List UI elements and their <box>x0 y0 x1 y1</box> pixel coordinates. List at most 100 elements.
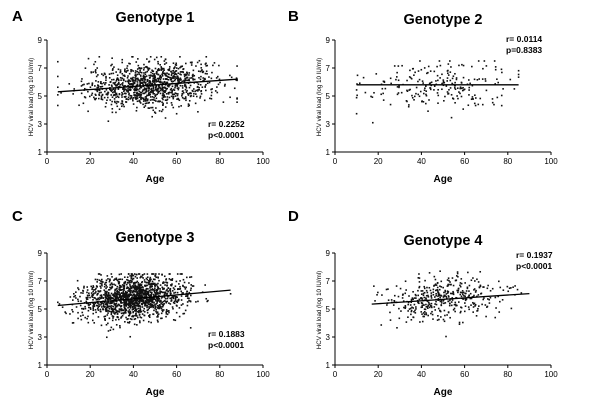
data-point <box>120 102 123 105</box>
data-point <box>92 285 95 287</box>
data-point <box>168 273 171 275</box>
data-point <box>114 94 116 96</box>
data-point <box>135 304 137 307</box>
data-point <box>134 95 136 97</box>
data-point <box>393 294 396 297</box>
data-point <box>172 319 175 321</box>
data-point <box>80 300 82 302</box>
data-point <box>73 295 75 298</box>
data-point <box>130 275 133 278</box>
data-point <box>162 282 165 284</box>
data-point <box>147 83 149 85</box>
data-point <box>149 82 152 84</box>
data-point <box>473 288 476 290</box>
data-point <box>177 78 179 81</box>
data-point <box>130 277 133 280</box>
y-tick-label: 3 <box>326 120 331 129</box>
data-point <box>95 71 97 74</box>
data-point <box>158 77 161 80</box>
data-point <box>98 290 101 293</box>
data-point <box>169 303 172 305</box>
data-point <box>165 311 167 314</box>
x-tick-label: 100 <box>256 370 270 379</box>
data-point <box>153 93 156 95</box>
data-point <box>135 290 137 293</box>
data-point <box>412 307 415 309</box>
data-point <box>438 288 441 291</box>
data-point <box>133 299 136 301</box>
data-point <box>430 312 432 315</box>
data-point <box>110 72 113 75</box>
data-point <box>424 308 427 311</box>
data-point <box>165 279 167 281</box>
data-point <box>94 278 97 281</box>
data-point <box>445 297 448 299</box>
data-point <box>92 307 94 310</box>
data-point <box>140 86 143 89</box>
y-tick-label: 9 <box>38 249 43 258</box>
data-point <box>98 279 101 282</box>
data-point <box>135 308 138 311</box>
data-point <box>156 285 159 288</box>
data-point <box>139 308 142 311</box>
data-point <box>116 279 119 281</box>
data-point <box>84 67 87 69</box>
data-point <box>491 98 494 100</box>
data-point <box>86 289 89 291</box>
x-tick-label: 20 <box>86 157 95 166</box>
data-point <box>477 60 480 62</box>
data-point <box>152 297 155 299</box>
data-point <box>460 306 463 309</box>
data-point <box>105 302 107 304</box>
data-point <box>117 88 120 90</box>
data-point <box>130 281 132 284</box>
data-point <box>133 82 136 85</box>
data-point <box>125 283 128 286</box>
data-point <box>97 316 100 318</box>
data-point <box>111 302 113 304</box>
data-point <box>493 103 495 106</box>
data-point <box>173 288 176 291</box>
data-point <box>163 60 166 62</box>
data-point <box>517 69 520 72</box>
data-point <box>91 319 94 322</box>
data-point <box>115 96 117 98</box>
data-point <box>121 302 123 304</box>
panel-title: Genotype 3 <box>116 230 195 246</box>
data-point <box>413 74 415 76</box>
data-point <box>450 93 453 96</box>
data-point <box>92 312 95 315</box>
data-point <box>143 273 146 275</box>
data-point <box>160 302 162 305</box>
data-point <box>154 284 156 286</box>
data-point <box>104 83 106 86</box>
data-point <box>93 96 95 99</box>
data-point <box>140 291 142 294</box>
y-tick-label: 5 <box>326 92 331 101</box>
data-point <box>61 306 64 309</box>
data-point <box>107 289 110 291</box>
data-point <box>398 86 400 89</box>
data-point <box>430 295 433 298</box>
data-point <box>77 298 79 301</box>
y-axis-label: HCV viral load (log 10 IU/ml) <box>28 271 35 349</box>
data-point <box>128 321 131 323</box>
data-point <box>153 99 156 102</box>
data-point <box>141 79 144 82</box>
data-point <box>155 107 157 109</box>
data-point <box>190 276 193 278</box>
data-point <box>110 297 112 299</box>
data-point <box>138 79 141 82</box>
data-point <box>157 67 160 70</box>
data-point <box>150 306 152 309</box>
data-point <box>236 101 238 103</box>
data-point <box>395 76 398 78</box>
data-point <box>152 289 155 291</box>
data-point <box>112 328 115 331</box>
data-point <box>155 308 157 311</box>
data-point <box>210 94 213 97</box>
data-point <box>116 296 119 299</box>
data-point <box>471 96 474 98</box>
data-point <box>459 92 461 95</box>
data-point <box>160 110 163 113</box>
